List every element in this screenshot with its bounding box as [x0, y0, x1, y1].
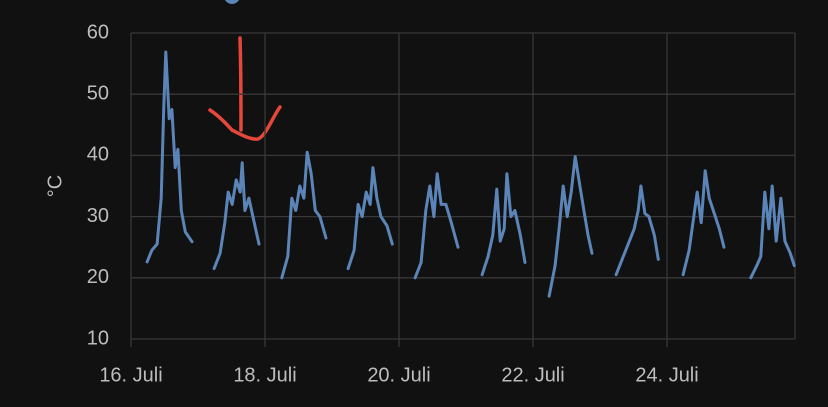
y-tick-label: 40 — [87, 144, 109, 166]
y-tick-label: 50 — [87, 82, 109, 104]
x-tick-label: 22. Juli — [501, 364, 564, 386]
y-axis-label: °C — [44, 175, 66, 197]
x-tick-label: 24. Juli — [635, 364, 698, 386]
y-tick-label: 30 — [87, 205, 109, 227]
x-tick-label: 20. Juli — [367, 364, 430, 386]
x-tick-label: 18. Juli — [233, 364, 296, 386]
y-tick-label: 60 — [87, 21, 109, 43]
annotation-arrow — [208, 36, 282, 141]
y-tick-label: 10 — [87, 327, 109, 349]
data-line — [145, 50, 796, 298]
x-tick-label: 16. Juli — [99, 364, 162, 386]
legend-dot — [225, 0, 239, 4]
y-tick-label: 20 — [87, 266, 109, 288]
